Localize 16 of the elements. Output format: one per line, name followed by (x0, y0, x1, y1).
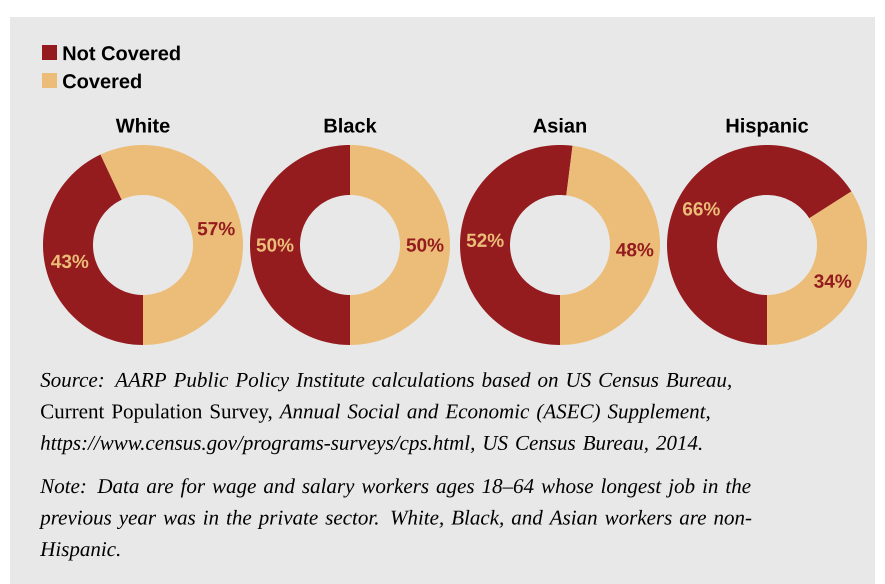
data-label: 43% (51, 254, 88, 268)
chart-title: Hispanic (726, 118, 808, 137)
chart-title: Asian (533, 118, 586, 133)
data-label: 50% (406, 238, 444, 252)
text: Source: AARP Public Policy Institute calculations based on US Census Bureau, Current Population Survey, Annual Social and Economic (ASEC) Supplement, https://www.census.gov/programs-surveys/cps.html, US Census Bureau, 2014. (40, 372, 731, 454)
legend-label: Covered (63, 74, 141, 88)
data-label: 50% (256, 238, 294, 252)
text: Note: Data are for wage and salary workers ages 18–64 whose longest job in the previous year was in the private sector. White, Black, and Asian workers are non-Hispanic. (38, 478, 752, 560)
data-label: 52% (466, 234, 504, 248)
data-label: 57% (198, 222, 235, 236)
data-label: 34% (814, 274, 852, 288)
legend-label: Not Covered (64, 46, 180, 60)
text: White (116, 118, 170, 133)
data-label: 66% (682, 202, 720, 216)
data-label: 48% (616, 242, 654, 256)
chart-title: Black (324, 118, 377, 133)
